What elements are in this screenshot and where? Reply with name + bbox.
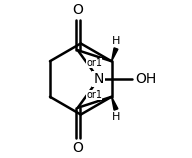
Text: H: H: [112, 36, 120, 46]
Text: or1: or1: [86, 58, 102, 68]
Text: N: N: [94, 72, 104, 86]
Text: O: O: [72, 3, 83, 17]
Polygon shape: [112, 48, 118, 61]
Text: or1: or1: [86, 90, 102, 100]
Text: OH: OH: [136, 72, 157, 86]
Polygon shape: [112, 97, 118, 110]
Text: O: O: [72, 141, 83, 155]
Text: H: H: [112, 112, 120, 122]
